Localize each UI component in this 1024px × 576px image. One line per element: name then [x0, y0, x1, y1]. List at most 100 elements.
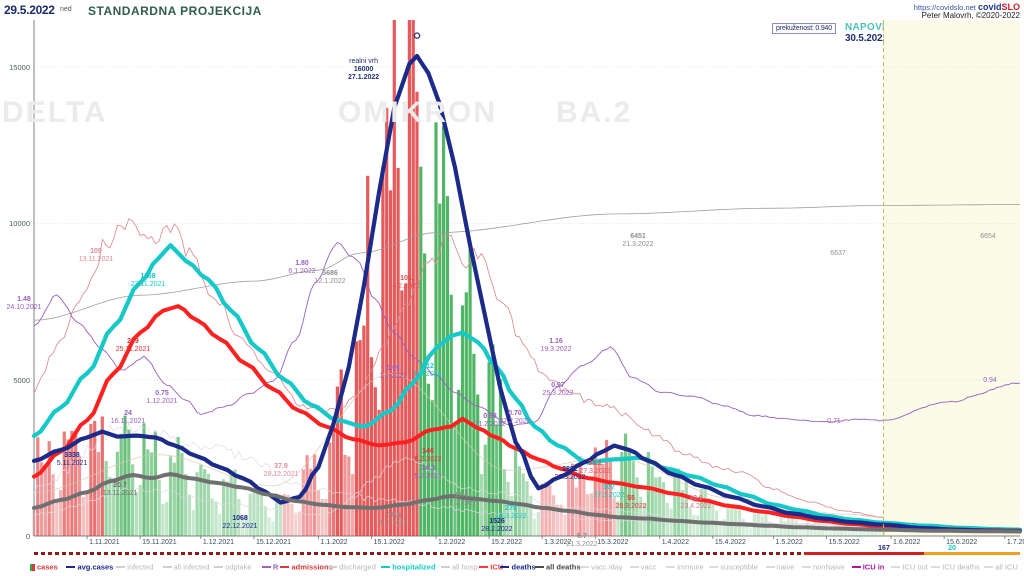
annotation-value: 0.68	[483, 413, 497, 420]
legend-item-deaths[interactable]: deaths	[500, 562, 536, 572]
legend-item-label: susceptible	[720, 562, 758, 572]
annotation-all-infected-33: 6654	[980, 233, 996, 241]
annotation-r-35: 0.94	[983, 377, 997, 385]
legend-item-hospitalized[interactable]: hospitalized	[381, 562, 436, 572]
chart-legend[interactable]: cases avg.cases infected all infected odplak…	[0, 552, 1024, 576]
annotation-date: 24.10.2021	[6, 304, 42, 311]
legend-item-odplake[interactable]: odplake	[214, 562, 252, 572]
page-title: STANDARDNA PROJEKCIJA	[88, 4, 262, 18]
legend-item-vacc--day[interactable]: vacc./day	[580, 562, 623, 572]
x-tick-11: 15.4.2022	[714, 539, 746, 546]
annotation-all-deaths-5: 20.7 13.11.2021	[103, 482, 138, 498]
legend-item-all-deaths[interactable]: all deaths	[534, 562, 581, 572]
legend-item-all-icu[interactable]: all ICU	[984, 562, 1018, 572]
annotation-date: 27.2.2022	[499, 418, 531, 425]
plot-area[interactable]: DELTA OMIKRON BA.2 0 5000 10000 15000 1.11.…	[0, 20, 1024, 573]
legend-item-discharged[interactable]: discharged	[328, 562, 376, 572]
annotation-r-21: 0.70 27.2.2022	[499, 410, 530, 426]
x-tick-7: 15.2.2022	[491, 539, 523, 546]
annotation-date: 23.4.2022	[680, 503, 712, 510]
legend-item-all-infected[interactable]: all infected	[162, 562, 210, 572]
brand-covid: covid	[977, 2, 1002, 12]
brand-slo: SLO	[1001, 2, 1020, 12]
legend-item-all-hosp-[interactable]: all hosp.	[440, 562, 480, 572]
legend-item-label: ICU deaths	[942, 562, 980, 572]
annotation-value: 278	[505, 505, 517, 512]
chart-header: 29.5.2022 ned STANDARDNA PROJEKCIJA http…	[0, 0, 1024, 44]
legend-item-icu[interactable]: ICU	[479, 562, 503, 572]
legend-item-label: all hosp.	[451, 562, 480, 572]
legend-swatch-icon	[984, 566, 994, 569]
annotation-date: 22.12.2021	[222, 523, 258, 530]
legend-swatch-icon	[162, 566, 172, 569]
x-tick-6: 1.2.2022	[437, 539, 466, 546]
watermark-variant-0: DELTA	[2, 96, 108, 129]
legend-swatch-icon	[931, 566, 941, 569]
annotation-value: 6451	[630, 233, 646, 240]
annotation-date: 8.2.2022	[414, 371, 442, 378]
legend-item-label: cases	[37, 562, 58, 572]
annotation-date: 21.3.2022	[566, 541, 598, 548]
annotation-value: 812	[422, 363, 434, 370]
annotation-all-infected-32: 6637	[830, 250, 846, 258]
legend-item-immune[interactable]: immune	[666, 562, 704, 572]
legend-item-susceptible[interactable]: susceptible	[709, 562, 758, 572]
legend-swatch-icon	[629, 566, 639, 569]
legend-item-avg-cases[interactable]: avg.cases	[66, 562, 113, 572]
legend-item-infected[interactable]: infected	[116, 562, 153, 572]
x-tick-15: 15.6.2022	[946, 539, 978, 546]
y-tick-1: 5000	[13, 375, 30, 385]
annotation-value: 1168	[140, 273, 156, 280]
annotation-infected-26: 33.1 27.3.2022	[579, 460, 610, 476]
legend-item-label: deaths	[511, 562, 536, 572]
annotation-value: 2892	[562, 466, 578, 473]
chart-canvas	[31, 20, 1023, 539]
forecast-label: NAPOVED	[845, 22, 897, 33]
annotation-date: 28.3.2022	[615, 503, 647, 510]
annotation-date: 5.2.2022	[380, 520, 408, 527]
legend-item-nonnaive[interactable]: nonNaive	[802, 562, 845, 572]
legend-item-naive[interactable]: naive	[765, 562, 794, 572]
legend-item-icu-deaths[interactable]: ICU deaths	[931, 562, 980, 572]
peak-annotation: realni vrh 16000 27.1.2022	[348, 58, 379, 82]
annotation-date: 13.11.2021	[78, 256, 114, 263]
legend-item-label: ICU	[490, 562, 504, 572]
annotation-date: 5.2.2022	[414, 473, 442, 480]
legend-rule-segment-1	[804, 552, 924, 555]
legend-swatch-icon	[116, 566, 126, 569]
legend-item-admissions[interactable]: admissions	[280, 562, 333, 572]
legend-item-label: odplake	[225, 562, 252, 572]
legend-swatch-icon	[802, 566, 811, 569]
legend-item-vacc[interactable]: vacc	[629, 562, 656, 572]
legend-swatch-icon	[30, 563, 35, 571]
report-date: 29.5.2022	[4, 3, 55, 17]
x-tick-0: 1.11.2021	[89, 539, 120, 546]
annotation-infected-1: 109 13.11.2021	[79, 248, 114, 264]
legend-swatch-icon	[261, 566, 271, 569]
legend-item-r[interactable]: R	[261, 562, 278, 572]
peak-label: realni vrh	[349, 58, 378, 65]
annotation-value: 1.16	[549, 338, 563, 345]
annotation-date: 8.2.2022	[414, 456, 442, 463]
legend-item-cases[interactable]: cases	[30, 562, 58, 572]
legend-swatch-icon	[709, 566, 719, 569]
legend-swatch-icon	[891, 566, 901, 569]
annotation-date: 1.2.2022	[379, 373, 407, 380]
annotation-deaths-16: 14.3 5.2.2022	[414, 465, 441, 481]
legend-item-icu-in[interactable]: ICU in	[851, 562, 884, 572]
annotation-value: 0.97	[551, 382, 565, 389]
legend-item-icu-out[interactable]: ICU out	[891, 562, 928, 572]
legend-swatch-icon	[500, 566, 510, 569]
annotation-all-deaths-30: 5.7 21.3.2022	[566, 533, 597, 549]
site-url[interactable]: https://covidslo.net covidSLO	[914, 2, 1020, 12]
legend-rule-segment-0	[34, 552, 804, 555]
legend-item-label: hospitalized	[392, 562, 436, 572]
legend-item-label: all infected	[173, 562, 210, 572]
annotation-value: 1.80	[295, 260, 309, 267]
annotation-date: 6.1.2022	[288, 268, 316, 275]
legend-item-label: avg.cases	[77, 562, 114, 572]
annotation-date: 5.11.2021	[56, 460, 88, 467]
x-tick-14: 1.6.2022	[893, 539, 921, 546]
annotation-value: 20.9	[689, 495, 703, 502]
annotation-infected-31: 20.9 23.4.2022	[680, 495, 711, 511]
